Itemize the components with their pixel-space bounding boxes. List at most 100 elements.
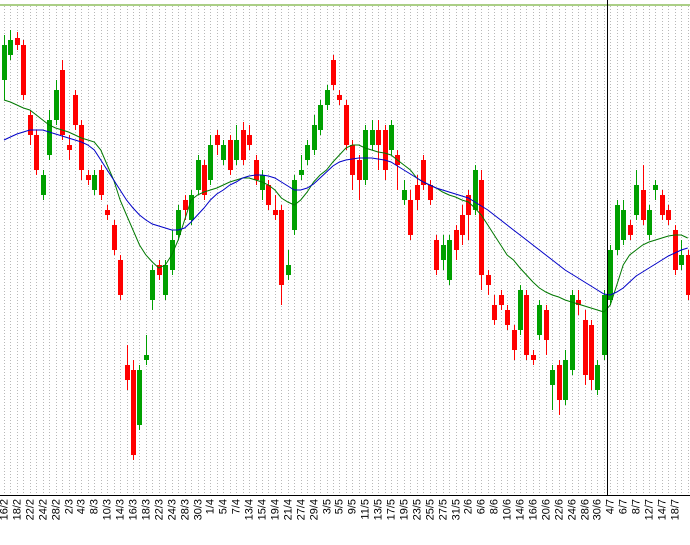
candle-body <box>208 145 213 180</box>
candle-body <box>389 125 394 150</box>
candle-body <box>621 210 626 240</box>
candle-body <box>544 310 549 340</box>
candle-body <box>383 130 388 170</box>
candle-body <box>454 230 459 250</box>
x-tick-label: 8/6 <box>488 499 500 514</box>
candle-body <box>118 260 123 295</box>
x-tick-label: 2/6 <box>462 499 474 514</box>
candle-body <box>234 140 239 160</box>
candle-body <box>363 130 368 180</box>
candle-body <box>608 250 613 300</box>
candle-body <box>660 195 665 215</box>
x-tick-label: 8/7 <box>630 499 642 514</box>
x-tick-label: 30/3 <box>192 499 204 520</box>
candle-body <box>92 175 97 190</box>
x-tick-label: 29/4 <box>308 499 320 520</box>
candle-body <box>428 185 433 200</box>
candle-body <box>15 38 20 45</box>
candle-body <box>34 135 39 170</box>
candle-body <box>73 95 78 125</box>
x-tick-label: 28/3 <box>179 499 191 520</box>
x-tick-label: 24/6 <box>566 499 578 520</box>
candle-body <box>325 90 330 105</box>
candle-body <box>41 175 46 195</box>
x-tick-label: 30/6 <box>591 499 603 520</box>
x-tick-label: 6/7 <box>617 499 629 514</box>
candle-body <box>196 160 201 190</box>
candle-body <box>505 310 510 325</box>
x-tick-label: 20/6 <box>540 499 552 520</box>
x-tick-label: 22/6 <box>553 499 565 520</box>
candle-body <box>673 230 678 270</box>
candle-body <box>331 60 336 85</box>
candle-body <box>686 255 690 295</box>
candle-body <box>376 130 381 145</box>
x-tick-label: 16/6 <box>527 499 539 520</box>
candle-body <box>647 210 652 235</box>
candle-body <box>563 360 568 400</box>
candle-body <box>125 365 130 380</box>
candle-body <box>254 160 259 180</box>
candle-body <box>112 225 117 250</box>
candle-body <box>299 170 304 175</box>
x-tick-label: 2/3 <box>63 499 75 514</box>
candle-body <box>183 200 188 210</box>
candle-body <box>486 275 491 285</box>
x-tick-label: 22/3 <box>153 499 165 520</box>
candle-body <box>60 70 65 135</box>
candle-body <box>531 355 536 360</box>
x-tick-label: 14/3 <box>114 499 126 520</box>
candle-body <box>2 45 7 80</box>
candle-body <box>344 105 349 145</box>
candle-body <box>615 205 620 250</box>
moving-average-line <box>3 99 688 313</box>
candle-body <box>221 145 226 160</box>
x-tick-label: 16/3 <box>127 499 139 520</box>
candle-body <box>583 320 588 375</box>
candle-body <box>402 190 407 200</box>
candle-body <box>653 185 658 190</box>
x-tick-label: 24/2 <box>37 499 49 520</box>
x-tick-label: 27/4 <box>295 499 307 520</box>
candle-body <box>337 95 342 100</box>
candle-body <box>163 265 168 295</box>
candle-body <box>189 195 194 220</box>
candle-body <box>67 145 72 150</box>
x-tick-label: 4/7 <box>604 499 616 514</box>
moving-average-line <box>3 129 688 296</box>
candle-body <box>105 210 110 215</box>
x-tick-label: 19/4 <box>269 499 281 520</box>
candle-body <box>144 355 149 360</box>
candle-body <box>228 140 233 170</box>
x-tick-label: 18/7 <box>669 499 681 520</box>
candle-body <box>408 200 413 235</box>
candle-body <box>150 270 155 300</box>
x-tick-label: 25/5 <box>424 499 436 520</box>
candle-body <box>157 265 162 275</box>
candle-body <box>524 295 529 355</box>
candle-body <box>202 165 207 195</box>
candle-body <box>28 115 33 135</box>
candle-body <box>21 45 26 95</box>
candle-body <box>215 135 220 145</box>
candle-body <box>247 135 252 145</box>
x-tick-label: 13/4 <box>243 499 255 520</box>
candle-body <box>176 210 181 235</box>
x-tick-label: 23/5 <box>411 499 423 520</box>
grid <box>4 6 689 495</box>
x-tick-label: 14/6 <box>514 499 526 520</box>
candle-body <box>434 240 439 270</box>
candle-body <box>241 130 246 160</box>
x-tick-label: 18/2 <box>11 499 23 520</box>
candle-body <box>318 105 323 130</box>
candle-body <box>602 295 607 355</box>
x-tick-label: 8/3 <box>88 499 100 514</box>
candle-body <box>492 305 497 320</box>
candle-body <box>350 145 355 175</box>
candle-body <box>557 365 562 400</box>
x-tick-label: 19/5 <box>398 499 410 520</box>
x-tick-label: 28/2 <box>50 499 62 520</box>
candle-body <box>570 295 575 370</box>
